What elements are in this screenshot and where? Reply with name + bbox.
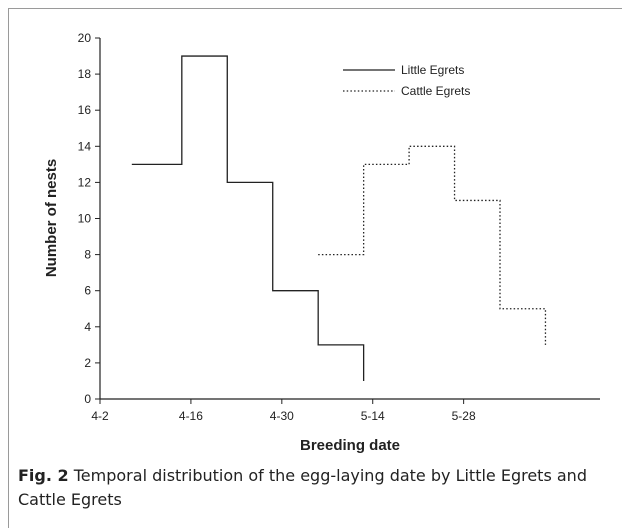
caption-text: Temporal distribution of the egg-laying … xyxy=(18,466,587,509)
y-tick-label: 8 xyxy=(84,248,91,262)
x-tick-label: 4-30 xyxy=(270,409,294,423)
series-line-cattle-egrets xyxy=(318,145,547,345)
x-tick-label: 5-28 xyxy=(452,409,476,423)
figure-frame xyxy=(8,8,622,528)
y-tick-label: 4 xyxy=(84,320,91,334)
y-ticks: 0 2 4 6 8 10 12 14 16 18 20 xyxy=(78,31,100,406)
y-axis-label: Number of nests xyxy=(43,159,60,277)
y-tick-label: 18 xyxy=(78,67,92,81)
x-ticks: 4-2 4-16 4-30 5-14 5-28 xyxy=(91,399,476,423)
y-tick-label: 20 xyxy=(78,31,92,45)
x-tick-label: 4-16 xyxy=(179,409,203,423)
x-axis-label: Breeding date xyxy=(300,437,400,454)
y-tick-label: 10 xyxy=(78,212,92,226)
legend: Little Egrets Cattle Egrets xyxy=(338,56,490,110)
y-tick-label: 16 xyxy=(78,103,92,117)
chart-series xyxy=(131,55,547,381)
y-tick-label: 0 xyxy=(84,392,91,406)
figure-caption: Fig. 2 Temporal distribution of the egg-… xyxy=(18,464,608,512)
x-tick-label: 4-2 xyxy=(91,409,109,423)
legend-label: Little Egrets xyxy=(401,63,464,77)
y-tick-label: 6 xyxy=(84,284,91,298)
y-tick-label: 14 xyxy=(78,139,92,153)
series-line-little-egrets xyxy=(131,55,365,381)
y-tick-label: 12 xyxy=(78,175,92,189)
legend-label: Cattle Egrets xyxy=(401,84,470,98)
x-tick-label: 5-14 xyxy=(361,409,385,423)
y-tick-label: 2 xyxy=(84,356,91,370)
chart: 0 2 4 6 8 10 12 14 16 18 20 4-2 4-16 4-30 5-14 5-28 Li… xyxy=(43,31,600,454)
caption-label: Fig. 2 xyxy=(18,466,69,485)
legend-box xyxy=(338,56,490,110)
